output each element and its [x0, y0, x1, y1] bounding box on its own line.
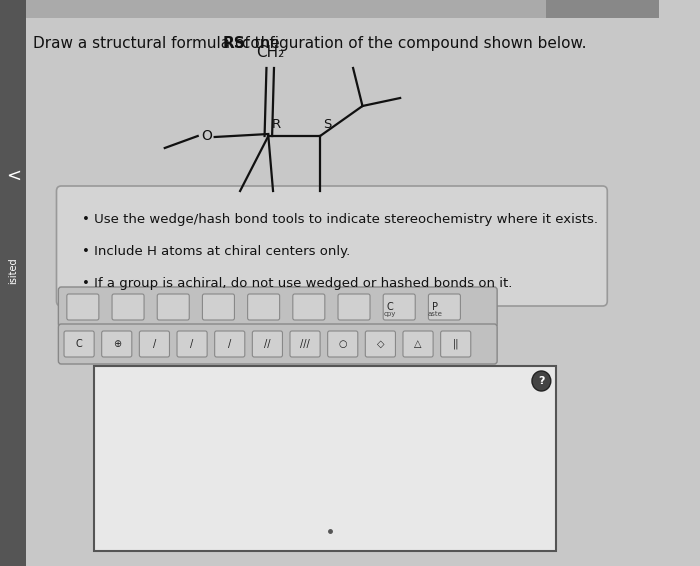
Text: △: △: [414, 339, 422, 349]
FancyBboxPatch shape: [403, 331, 433, 357]
Bar: [27, 0, 659, 18]
Text: • Include H atoms at chiral centers only.: • Include H atoms at chiral centers only…: [82, 245, 350, 258]
FancyBboxPatch shape: [64, 331, 94, 357]
Text: RS: RS: [222, 36, 245, 51]
Text: cpy: cpy: [384, 311, 396, 317]
Text: C: C: [386, 302, 393, 312]
FancyBboxPatch shape: [293, 294, 325, 320]
Bar: [0, 0, 27, 566]
Text: /: /: [153, 339, 156, 349]
FancyBboxPatch shape: [112, 294, 144, 320]
Text: //: //: [264, 339, 271, 349]
Text: P: P: [432, 302, 438, 312]
FancyBboxPatch shape: [290, 331, 320, 357]
FancyBboxPatch shape: [383, 294, 415, 320]
Bar: [546, 0, 659, 18]
Text: ||: ||: [452, 338, 459, 349]
Text: ○: ○: [339, 339, 347, 349]
Text: ◇: ◇: [377, 339, 384, 349]
FancyBboxPatch shape: [102, 331, 132, 357]
Text: R: R: [272, 118, 281, 131]
Text: S: S: [323, 118, 332, 131]
FancyBboxPatch shape: [338, 294, 370, 320]
Text: CH₂: CH₂: [256, 45, 284, 60]
Text: aste: aste: [428, 311, 442, 317]
FancyBboxPatch shape: [248, 294, 279, 320]
Text: ⊕: ⊕: [113, 339, 121, 349]
Text: configuration of the compound shown below.: configuration of the compound shown belo…: [237, 36, 587, 51]
FancyBboxPatch shape: [177, 331, 207, 357]
Text: /: /: [190, 339, 194, 349]
FancyBboxPatch shape: [58, 324, 497, 364]
FancyBboxPatch shape: [215, 331, 245, 357]
FancyBboxPatch shape: [428, 294, 461, 320]
Text: /: /: [228, 339, 232, 349]
FancyBboxPatch shape: [57, 186, 608, 306]
Bar: [94, 366, 556, 551]
FancyBboxPatch shape: [202, 294, 234, 320]
FancyBboxPatch shape: [139, 331, 169, 357]
FancyBboxPatch shape: [158, 294, 189, 320]
FancyBboxPatch shape: [365, 331, 396, 357]
Text: • If a group is achiral, do not use wedged or hashed bonds on it.: • If a group is achiral, do not use wedg…: [82, 277, 512, 290]
FancyBboxPatch shape: [58, 287, 497, 327]
Text: Draw a structural formula of the: Draw a structural formula of the: [33, 36, 285, 51]
FancyBboxPatch shape: [252, 331, 283, 357]
Text: isited: isited: [8, 258, 18, 284]
Text: O: O: [202, 129, 213, 143]
Text: ?: ?: [538, 376, 545, 386]
Text: ///: ///: [300, 339, 310, 349]
Text: <: <: [6, 167, 21, 185]
FancyBboxPatch shape: [328, 331, 358, 357]
FancyBboxPatch shape: [66, 294, 99, 320]
Circle shape: [532, 371, 551, 391]
FancyBboxPatch shape: [440, 331, 471, 357]
Text: C: C: [76, 339, 83, 349]
Text: • Use the wedge/hash bond tools to indicate stereochemistry where it exists.: • Use the wedge/hash bond tools to indic…: [82, 213, 598, 226]
